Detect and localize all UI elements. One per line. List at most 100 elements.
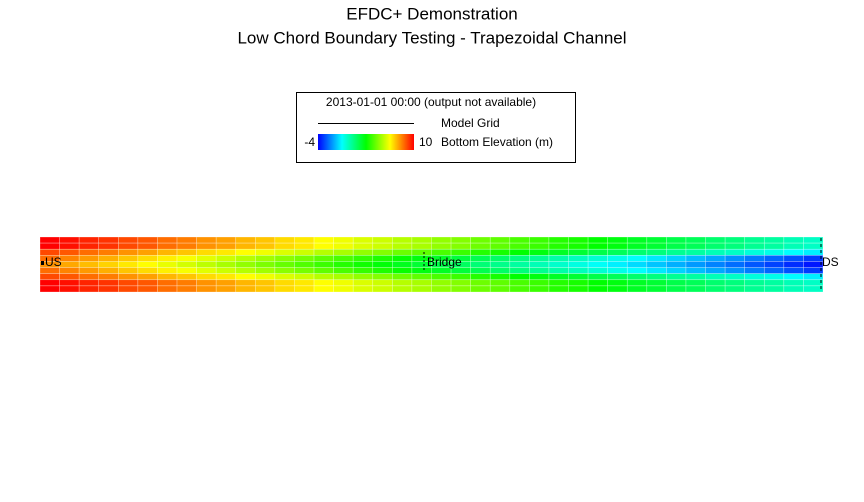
grid-cell: [176, 285, 197, 293]
grid-cell: [118, 273, 139, 281]
grid-cell: [666, 285, 687, 293]
grid-cell: [587, 248, 608, 256]
grid-cell: [529, 285, 550, 293]
grid-cell: [489, 236, 511, 244]
grid-cell: [157, 267, 178, 274]
grid-cell: [59, 248, 80, 256]
grid-cell: [392, 273, 413, 281]
grid-cell: [646, 285, 667, 293]
grid-cell: [529, 236, 550, 244]
grid-cell: [333, 267, 354, 274]
legend-grid-label: Model Grid: [441, 116, 500, 130]
grid-cell: [509, 261, 530, 268]
grid-cell: [372, 236, 393, 244]
grid-cell: [509, 285, 530, 293]
grid-cell: [763, 236, 785, 244]
grid-cell: [294, 248, 315, 256]
grid-cell: [509, 255, 530, 262]
grid-cell: [666, 255, 687, 262]
grid-cell: [568, 267, 589, 274]
grid-cell: [118, 255, 139, 262]
grid-cell: [274, 236, 295, 244]
grid-cell: [39, 242, 60, 250]
grid-cell: [215, 267, 237, 274]
grid-cell: [392, 255, 413, 262]
grid-cell: [705, 236, 726, 244]
grid-cell: [176, 236, 197, 244]
grid-cell: [118, 242, 139, 250]
grid-cell: [59, 267, 80, 274]
grid-cell: [235, 279, 256, 287]
grid-cell: [294, 273, 315, 281]
grid-cell: [763, 285, 785, 293]
grid-cell: [470, 267, 491, 274]
grid-cell: [763, 248, 785, 256]
grid-cell: [568, 285, 589, 293]
grid-cell: [450, 236, 471, 244]
grid-cell: [294, 267, 315, 274]
grid-cell: [98, 267, 119, 274]
grid-cell: [568, 273, 589, 281]
colorbar-max: 10: [419, 135, 433, 149]
grid-cell: [803, 267, 824, 274]
grid-cell: [98, 248, 119, 256]
grid-cell: [78, 261, 100, 268]
colorbar: [318, 134, 414, 150]
grid-cell: [607, 248, 628, 256]
grid-cell: [157, 273, 178, 281]
grid-cell: [646, 273, 667, 281]
grid-cell: [215, 279, 237, 287]
grid-cell: [176, 261, 197, 268]
grid-cell: [176, 248, 197, 256]
grid-cell: [39, 285, 60, 293]
grid-cell: [255, 261, 276, 268]
grid-cell: [294, 279, 315, 287]
grid-cell: [587, 267, 608, 274]
grid-cell: [255, 248, 276, 256]
grid-cell: [783, 279, 804, 287]
label-us: US: [45, 255, 62, 269]
grid-cell: [568, 279, 589, 287]
grid-cell: [509, 267, 530, 274]
grid-cell: [685, 279, 706, 287]
grid-cell: [470, 261, 491, 268]
grid-cell: [489, 279, 511, 287]
grid-cell: [803, 273, 824, 281]
grid-cell: [215, 248, 237, 256]
grid-cell: [724, 285, 746, 293]
grid-cell: [235, 248, 256, 256]
grid-cell: [352, 242, 374, 250]
grid-cell: [587, 285, 608, 293]
colorbar-label: Bottom Elevation (m): [441, 135, 553, 149]
grid-cell: [411, 236, 432, 244]
grid-cell: [235, 267, 256, 274]
grid-cell: [626, 236, 648, 244]
grid-cell: [803, 255, 824, 262]
grid-cell: [215, 255, 237, 262]
grid-cell: [489, 273, 511, 281]
grid-cell: [372, 255, 393, 262]
grid-cell: [215, 261, 237, 268]
grid-cell: [59, 261, 80, 268]
label-ds: DS: [822, 255, 839, 269]
grid-cell: [255, 236, 276, 244]
grid-cell: [783, 242, 804, 250]
grid-cell: [548, 279, 569, 287]
grid-cell: [587, 261, 608, 268]
grid-cell: [78, 248, 100, 256]
grid-cell: [98, 255, 119, 262]
grid-cell: [392, 236, 413, 244]
grid-cell: [274, 267, 295, 274]
grid-cell: [783, 255, 804, 262]
grid-cell: [587, 236, 608, 244]
grid-cell: [59, 273, 80, 281]
grid-cell: [568, 255, 589, 262]
model-grid: [39, 236, 824, 293]
grid-cell: [274, 285, 295, 293]
grid-cell: [783, 248, 804, 256]
grid-cell: [666, 248, 687, 256]
grid-cell: [313, 236, 334, 244]
grid-cell: [607, 267, 628, 274]
grid-cell: [568, 248, 589, 256]
